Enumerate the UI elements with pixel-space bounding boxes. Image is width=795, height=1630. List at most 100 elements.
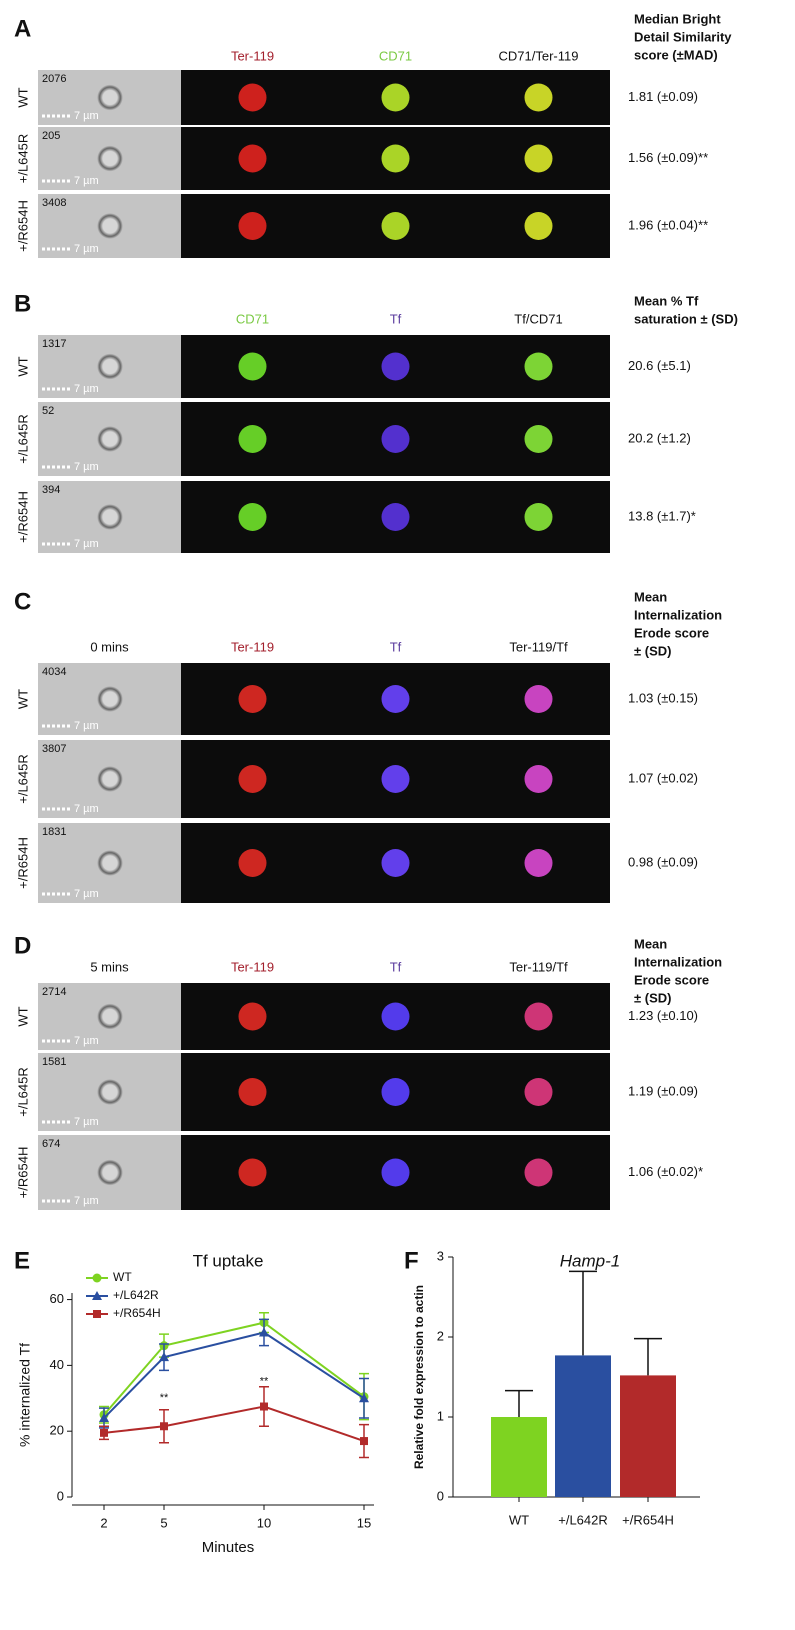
- score-title: saturation ± (SD): [634, 311, 738, 326]
- column-header: Tf: [390, 311, 402, 326]
- event-count: 52: [42, 405, 54, 417]
- column-header: Tf: [390, 959, 402, 974]
- scale-label: 7 µm: [74, 461, 99, 473]
- chart-title: Tf uptake: [193, 1251, 264, 1270]
- column-header: Tf: [390, 639, 402, 654]
- score-title: Internalization: [634, 954, 722, 969]
- scale-label: 7 µm: [74, 1035, 99, 1047]
- marker: [260, 1402, 268, 1411]
- event-count: 1581: [42, 1056, 66, 1068]
- cell: [381, 144, 410, 173]
- cell: [97, 84, 123, 111]
- cell: [381, 1158, 410, 1187]
- row-label: +/R654H: [15, 1147, 30, 1199]
- scale-label: 7 µm: [74, 720, 99, 732]
- score-title: Median Bright: [634, 11, 721, 26]
- legend-label: WT: [113, 1270, 132, 1284]
- y-tick-label: 40: [50, 1357, 64, 1372]
- panel-letter: B: [14, 290, 31, 317]
- x-tick-label: 2: [100, 1515, 107, 1530]
- column-header: 0 mins: [90, 639, 129, 654]
- marker: [359, 1393, 369, 1403]
- event-count: 3408: [42, 197, 66, 209]
- scale-label: 7 µm: [74, 538, 99, 550]
- score-title: Internalization: [634, 607, 722, 622]
- score: 13.8 (±1.7)*: [628, 508, 696, 523]
- cell: [238, 212, 267, 240]
- cell: [238, 1158, 267, 1187]
- x-tick-label: +/L642R: [558, 1512, 608, 1527]
- cell: [524, 685, 553, 713]
- score: 1.19 (±0.09): [628, 1083, 698, 1098]
- score-title: ± (SD): [634, 990, 671, 1005]
- row-label: +/L645R: [15, 414, 30, 464]
- y-tick-label: 0: [57, 1488, 64, 1503]
- event-count: 674: [42, 1138, 60, 1150]
- cell: [97, 213, 123, 239]
- marker: [259, 1327, 269, 1337]
- y-tick-label: 1: [437, 1408, 444, 1423]
- cell: [524, 144, 553, 173]
- score-title: Mean: [634, 936, 667, 951]
- bar: [555, 1355, 611, 1497]
- column-header: Tf/CD71: [514, 311, 562, 326]
- marker: [92, 1291, 102, 1300]
- cell: [524, 849, 553, 877]
- event-count: 4034: [42, 666, 66, 678]
- event-count: 205: [42, 130, 60, 142]
- scale-label: 7 µm: [74, 803, 99, 815]
- scale-label: 7 µm: [74, 110, 99, 122]
- marker: [92, 1273, 102, 1283]
- x-tick-label: 15: [357, 1515, 371, 1530]
- cell: [381, 849, 410, 877]
- cell: [381, 83, 410, 112]
- bar: [491, 1417, 547, 1497]
- score: 1.56 (±0.09)**: [628, 150, 708, 165]
- y-axis-label: Relative fold expression to actin: [412, 1285, 426, 1469]
- event-count: 2076: [42, 73, 66, 85]
- score-title: Erode score: [634, 972, 709, 987]
- cell: [238, 685, 267, 713]
- marker: [160, 1422, 168, 1431]
- scale-label: 7 µm: [74, 1195, 99, 1207]
- cell: [97, 1079, 123, 1105]
- cell: [97, 766, 123, 792]
- score-title: Mean: [634, 589, 667, 604]
- row-label: +/R654H: [15, 200, 30, 252]
- cell: [524, 1078, 553, 1106]
- y-tick-label: 20: [50, 1423, 64, 1438]
- column-header: Ter-119/Tf: [509, 959, 568, 974]
- panel-letter: C: [14, 588, 31, 615]
- cell: [238, 425, 267, 453]
- column-header: CD71: [236, 311, 269, 326]
- marker: [99, 1413, 109, 1423]
- cell: [97, 353, 123, 380]
- cell: [381, 352, 410, 381]
- cell: [238, 352, 267, 381]
- y-tick-label: 0: [437, 1488, 444, 1503]
- score: 1.96 (±0.04)**: [628, 217, 708, 232]
- score-title: Mean % Tf: [634, 293, 699, 308]
- event-count: 2714: [42, 986, 66, 998]
- score: 20.2 (±1.2): [628, 430, 691, 445]
- x-tick-label: +/R654H: [622, 1512, 674, 1527]
- marker: [159, 1352, 169, 1362]
- cell: [238, 503, 267, 531]
- error-bar: [505, 1389, 533, 1417]
- cell: [238, 1002, 267, 1031]
- annotation: **: [260, 1376, 269, 1388]
- panel-letter: F: [404, 1247, 419, 1274]
- row-label: +/L645R: [15, 1067, 30, 1117]
- marker: [93, 1310, 101, 1318]
- scale-label: 7 µm: [74, 243, 99, 255]
- bar: [620, 1375, 676, 1497]
- series-line: [103, 1331, 365, 1419]
- panel-letter: A: [14, 15, 31, 42]
- row-label: WT: [15, 87, 30, 107]
- error-bar: [634, 1337, 662, 1376]
- x-tick-label: 10: [257, 1515, 271, 1530]
- chart-title: Hamp-1: [560, 1251, 620, 1270]
- marker: [360, 1437, 368, 1446]
- x-tick-label: 5: [160, 1515, 167, 1530]
